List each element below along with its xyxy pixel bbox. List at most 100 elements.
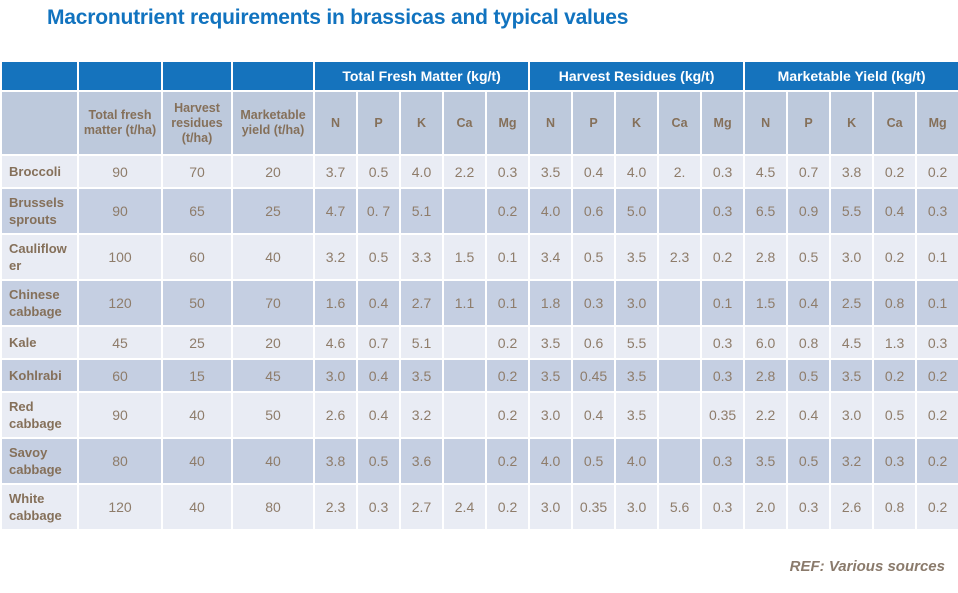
nutrient-header-n: N xyxy=(743,90,789,156)
data-cell: 0.8 xyxy=(786,325,832,360)
data-cell: 2.7 xyxy=(399,483,444,531)
table-row: Kohlrabi 60 15 45 3.0 0.4 3.5 0.2 3.5 0.45 3.5 0.3 2… xyxy=(0,358,958,393)
data-cell: 60 xyxy=(77,358,163,393)
table-row: Red cabbage 90 40 50 2.6 0.4 3.2 0.2 3.0 0.4 3.5 0.… xyxy=(0,391,958,439)
data-cell: 0.3 xyxy=(571,279,617,327)
data-cell: 120 xyxy=(77,279,163,327)
data-cell: 0.2 xyxy=(484,187,531,235)
data-cell: 15 xyxy=(161,358,233,393)
data-cell: 5.5 xyxy=(614,325,660,360)
data-cell: 70 xyxy=(231,279,315,327)
table-row: White cabbage 120 40 80 2.3 0.3 2.7 2.4 0.2 3.0 0.… xyxy=(0,483,958,531)
table-row: Chinese cabbage 120 50 70 1.6 0.4 2.7 1.1 0.1 1.8… xyxy=(0,279,958,327)
data-cell: 3.0 xyxy=(313,358,358,393)
data-cell: 0.2 xyxy=(915,391,958,439)
data-cell: 3.5 xyxy=(614,233,660,281)
row-label: Broccoli xyxy=(0,154,79,189)
data-cell: 3.2 xyxy=(829,437,875,485)
row-label: White cabbage xyxy=(0,483,79,531)
data-cell: 3.5 xyxy=(743,437,789,485)
data-cell: 0.2 xyxy=(915,437,958,485)
row-label: Red cabbage xyxy=(0,391,79,439)
data-cell: 5.1 xyxy=(399,187,444,235)
data-cell xyxy=(657,279,703,327)
data-cell: 0.2 xyxy=(700,233,746,281)
data-cell: 3.5 xyxy=(829,358,875,393)
data-cell: 40 xyxy=(231,233,315,281)
data-cell: 80 xyxy=(77,437,163,485)
data-cell: 3.5 xyxy=(399,358,444,393)
data-cell xyxy=(657,391,703,439)
data-cell xyxy=(442,187,487,235)
data-cell: 3.8 xyxy=(829,154,875,189)
data-cell: 0.1 xyxy=(915,279,958,327)
data-cell: 0.1 xyxy=(484,233,531,281)
row-label: Kohlrabi xyxy=(0,358,79,393)
table-row: Cauliflower 100 60 40 3.2 0.5 3.3 1.5 0.1 3.4 0.5 3… xyxy=(0,233,958,281)
data-cell: 0.2 xyxy=(872,154,918,189)
data-cell: 0.2 xyxy=(872,358,918,393)
data-cell: 90 xyxy=(77,187,163,235)
corner-cell xyxy=(161,60,233,92)
data-cell: 60 xyxy=(161,233,233,281)
data-cell: 0.5 xyxy=(786,358,832,393)
data-cell: 3.2 xyxy=(399,391,444,439)
data-cell: 2.3 xyxy=(313,483,358,531)
data-cell: 0.35 xyxy=(571,483,617,531)
data-cell: 90 xyxy=(77,391,163,439)
nutrient-header-mg: Mg xyxy=(484,90,531,156)
data-cell: 0.3 xyxy=(700,187,746,235)
data-cell: 0.8 xyxy=(872,483,918,531)
stub-header-total-fresh-matter: Total fresh matter (t/ha) xyxy=(77,90,163,156)
row-label: Cauliflower xyxy=(0,233,79,281)
data-cell: 2.5 xyxy=(829,279,875,327)
data-cell: 0.3 xyxy=(915,325,958,360)
data-cell: 3.5 xyxy=(614,391,660,439)
data-cell: 0.2 xyxy=(484,437,531,485)
data-cell: 0. 7 xyxy=(356,187,401,235)
nutrient-header-k: K xyxy=(399,90,444,156)
data-cell: 2.6 xyxy=(829,483,875,531)
row-label: Savoy cabbage xyxy=(0,437,79,485)
nutrient-header-mg: Mg xyxy=(700,90,746,156)
data-cell: 50 xyxy=(231,391,315,439)
nutrient-header-p: P xyxy=(571,90,617,156)
data-cell: 3.0 xyxy=(614,483,660,531)
macronutrient-table: Total Fresh Matter (kg/t) Harvest Residu… xyxy=(0,60,958,531)
data-cell: 3.0 xyxy=(829,233,875,281)
data-cell: 3.0 xyxy=(528,391,574,439)
data-cell: 40 xyxy=(231,437,315,485)
data-cell: 3.8 xyxy=(313,437,358,485)
data-cell: 0.2 xyxy=(484,391,531,439)
nutrient-header-n: N xyxy=(313,90,358,156)
data-cell: 45 xyxy=(77,325,163,360)
data-cell: 2.2 xyxy=(743,391,789,439)
data-cell: 0.3 xyxy=(786,483,832,531)
data-cell: 0.2 xyxy=(484,325,531,360)
data-cell: 0.7 xyxy=(356,325,401,360)
data-cell: 0.2 xyxy=(484,483,531,531)
data-cell: 6.0 xyxy=(743,325,789,360)
data-cell: 4.0 xyxy=(399,154,444,189)
data-cell: 0.4 xyxy=(356,358,401,393)
corner-cell xyxy=(77,60,163,92)
data-cell: 4.7 xyxy=(313,187,358,235)
data-cell: 5.6 xyxy=(657,483,703,531)
data-cell: 2.8 xyxy=(743,358,789,393)
data-cell: 2. xyxy=(657,154,703,189)
data-cell: 65 xyxy=(161,187,233,235)
data-cell: 0.5 xyxy=(356,154,401,189)
data-cell: 0.6 xyxy=(571,187,617,235)
data-cell: 5.5 xyxy=(829,187,875,235)
data-cell xyxy=(657,437,703,485)
data-cell: 3.0 xyxy=(528,483,574,531)
group-header-marketable-yield: Marketable Yield (kg/t) xyxy=(743,60,958,92)
data-cell: 0.4 xyxy=(786,391,832,439)
data-cell: 0.3 xyxy=(700,325,746,360)
corner-cell xyxy=(231,60,315,92)
data-cell: 0.5 xyxy=(872,391,918,439)
data-cell: 0.4 xyxy=(571,391,617,439)
data-cell xyxy=(657,358,703,393)
data-cell: 0.2 xyxy=(872,233,918,281)
data-cell: 0.2 xyxy=(915,154,958,189)
